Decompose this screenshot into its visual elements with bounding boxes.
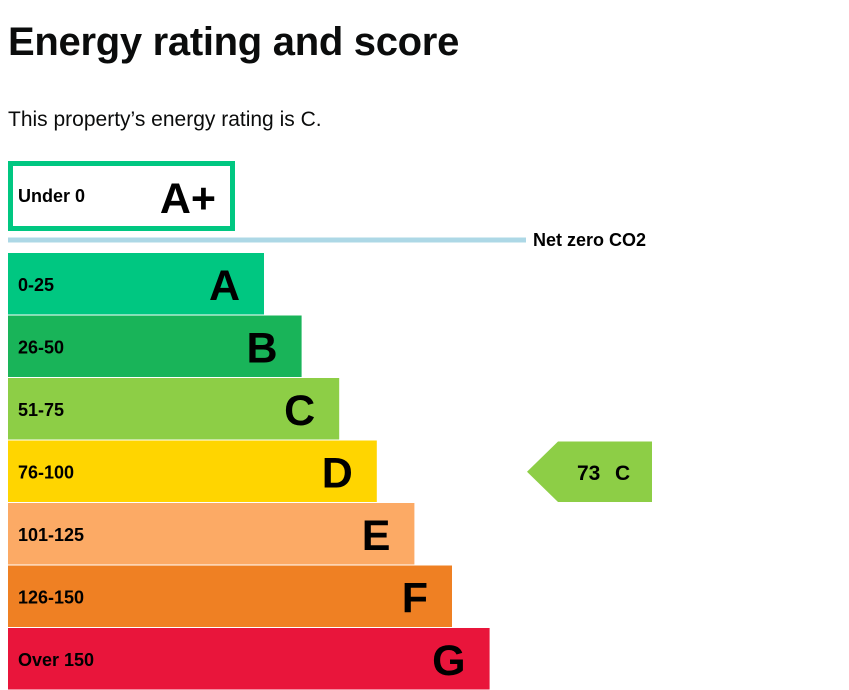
rating-summary: This property’s energy rating is C. <box>8 108 322 131</box>
band-a-plus-letter: A+ <box>160 175 216 223</box>
band-c-range: 51-75 <box>18 400 64 420</box>
current-score: 73 <box>577 462 600 485</box>
band-a-bar <box>8 253 264 315</box>
page-title: Energy rating and score <box>8 20 460 64</box>
current-letter: C <box>615 462 630 485</box>
band-g-range: Over 150 <box>18 650 94 670</box>
band-b-range: 26-50 <box>18 337 64 357</box>
band-f-bar <box>8 565 452 627</box>
band-g-bar <box>8 628 490 690</box>
band-b-bar <box>8 315 302 377</box>
band-f-range: 126-150 <box>18 587 84 607</box>
band-e-letter: E <box>362 512 391 560</box>
band-c-letter: C <box>284 387 315 435</box>
band-c-bar <box>8 378 340 440</box>
band-a-plus-range: Under 0 <box>18 186 85 206</box>
band-a-plus-box <box>8 161 235 231</box>
band-a-range: 0-25 <box>18 275 54 295</box>
band-g-letter: G <box>432 637 465 685</box>
band-d-bar <box>8 440 377 502</box>
band-b-letter: B <box>247 324 278 372</box>
band-d-letter: D <box>322 449 353 497</box>
net-zero-label: Net zero CO2 <box>533 230 646 250</box>
band-e-range: 101-125 <box>18 525 84 545</box>
band-d-range: 76-100 <box>18 462 74 482</box>
band-e-bar <box>8 503 415 565</box>
band-a-letter: A <box>209 262 240 310</box>
current-rating-pointer <box>527 441 652 502</box>
band-f-letter: F <box>402 574 428 622</box>
